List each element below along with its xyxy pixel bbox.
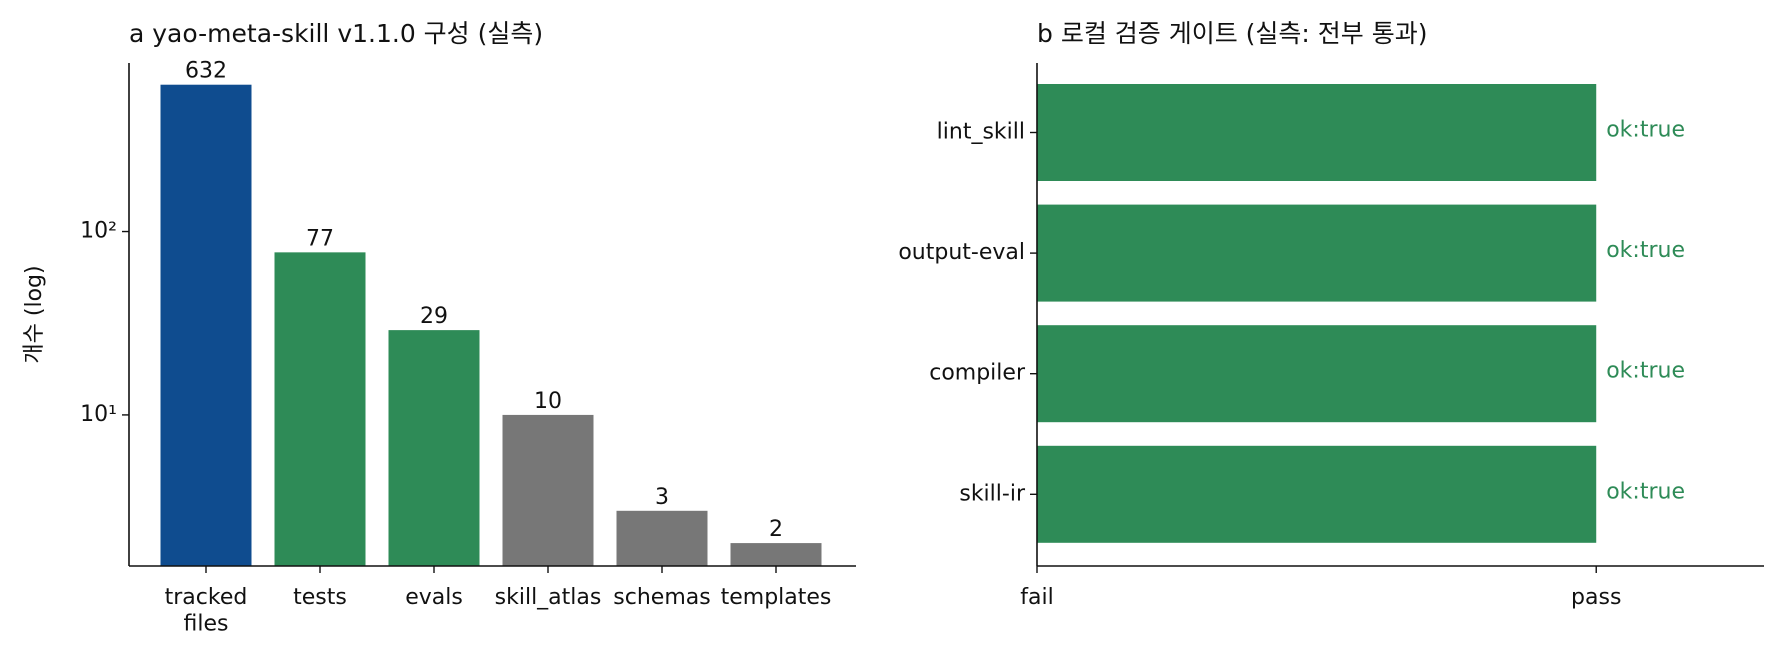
- bar: [616, 510, 708, 566]
- x-tick-label: fail: [1020, 585, 1053, 610]
- y-tick-label: compiler: [929, 361, 1026, 386]
- value-label: 77: [306, 226, 334, 251]
- y-tick-label: output-eval: [898, 240, 1025, 265]
- value-label: ok:true: [1606, 118, 1685, 143]
- value-label: ok:true: [1606, 238, 1685, 263]
- bar: [1037, 445, 1597, 543]
- bar: [1037, 84, 1597, 181]
- chart-title: b 로컬 검증 게이트 (실측: 전부 통과): [1037, 19, 1427, 48]
- y-tick-label: skill-ir: [959, 481, 1026, 506]
- y-tick-label: 10²: [80, 219, 117, 244]
- value-label: ok:true: [1606, 479, 1685, 504]
- x-tick-label: evals: [405, 585, 463, 610]
- y-tick-label: 10¹: [80, 402, 117, 427]
- bar: [502, 414, 594, 566]
- x-tick-label: tests: [293, 585, 347, 610]
- x-tick-label: skill_atlas: [495, 585, 602, 610]
- bar: [160, 84, 252, 567]
- value-label: ok:true: [1606, 359, 1685, 384]
- bar: [274, 252, 366, 566]
- x-tick-label: pass: [1571, 585, 1621, 610]
- value-label: 29: [420, 304, 448, 329]
- bar: [730, 543, 822, 566]
- bar: [388, 330, 480, 566]
- y-tick-label: lint_skill: [937, 120, 1025, 145]
- y-axis-label: 개수 (log): [22, 265, 47, 363]
- x-tick-label: schemas: [613, 585, 710, 610]
- value-label: 632: [185, 59, 227, 84]
- bar: [1037, 325, 1597, 423]
- chart-title: a yao-meta-skill v1.1.0 구성 (실측): [129, 19, 543, 48]
- bar: [1037, 204, 1597, 302]
- value-label: 3: [655, 485, 669, 510]
- x-tick-label: templates: [721, 585, 832, 610]
- value-label: 2: [769, 517, 783, 542]
- x-tick-label: tracked files: [165, 585, 248, 636]
- value-label: 10: [534, 389, 562, 414]
